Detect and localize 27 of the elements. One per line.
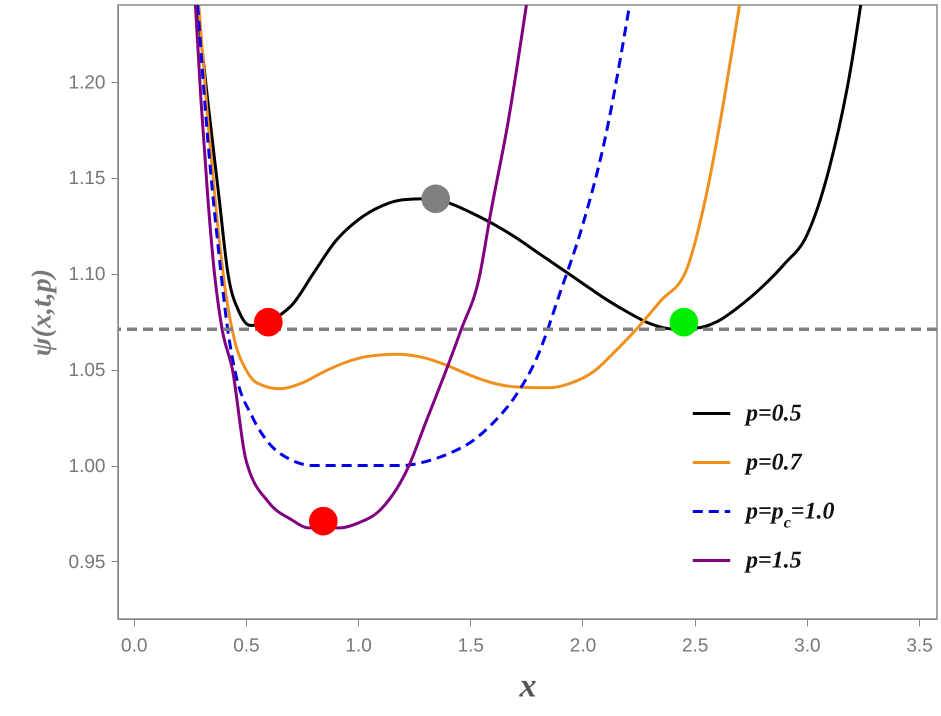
x-tick-label: 1.5 bbox=[458, 636, 484, 656]
x-tick-label: 0.5 bbox=[233, 636, 260, 656]
y-tick-label: 1.05 bbox=[68, 360, 106, 382]
x-tick-label: 3.0 bbox=[794, 636, 821, 656]
y-tick-label: 1.00 bbox=[68, 456, 106, 477]
point bbox=[254, 308, 283, 336]
x-axis-title: x bbox=[518, 668, 536, 704]
point bbox=[670, 308, 698, 336]
line-series bbox=[196, 5, 632, 467]
point bbox=[308, 506, 338, 536]
line-series bbox=[197, 5, 742, 390]
y-tick-label: 1.20 bbox=[68, 72, 106, 94]
x-tick-label: 2.5 bbox=[682, 636, 708, 656]
line-series bbox=[194, 5, 528, 530]
legend-label: p=p$_{c}$=1.0 bbox=[744, 498, 834, 531]
legend-label: p=0.5 bbox=[744, 400, 802, 426]
legend-label: p=0.7 bbox=[744, 450, 803, 476]
x-tick-label: 0.0 bbox=[120, 636, 148, 656]
x-tick-label: 1.0 bbox=[345, 636, 372, 656]
point bbox=[421, 184, 450, 214]
y-tick-label: 1.10 bbox=[68, 264, 106, 286]
x-tick-label: 2.0 bbox=[570, 636, 596, 656]
y-tick-label: 1.15 bbox=[68, 168, 106, 190]
legend-label: p=1.5 bbox=[744, 548, 802, 574]
x-tick-label: 3.5 bbox=[906, 636, 933, 656]
y-axis-title: ψ(x,t,p) bbox=[26, 268, 58, 356]
y-tick-label: 0.95 bbox=[68, 552, 106, 573]
